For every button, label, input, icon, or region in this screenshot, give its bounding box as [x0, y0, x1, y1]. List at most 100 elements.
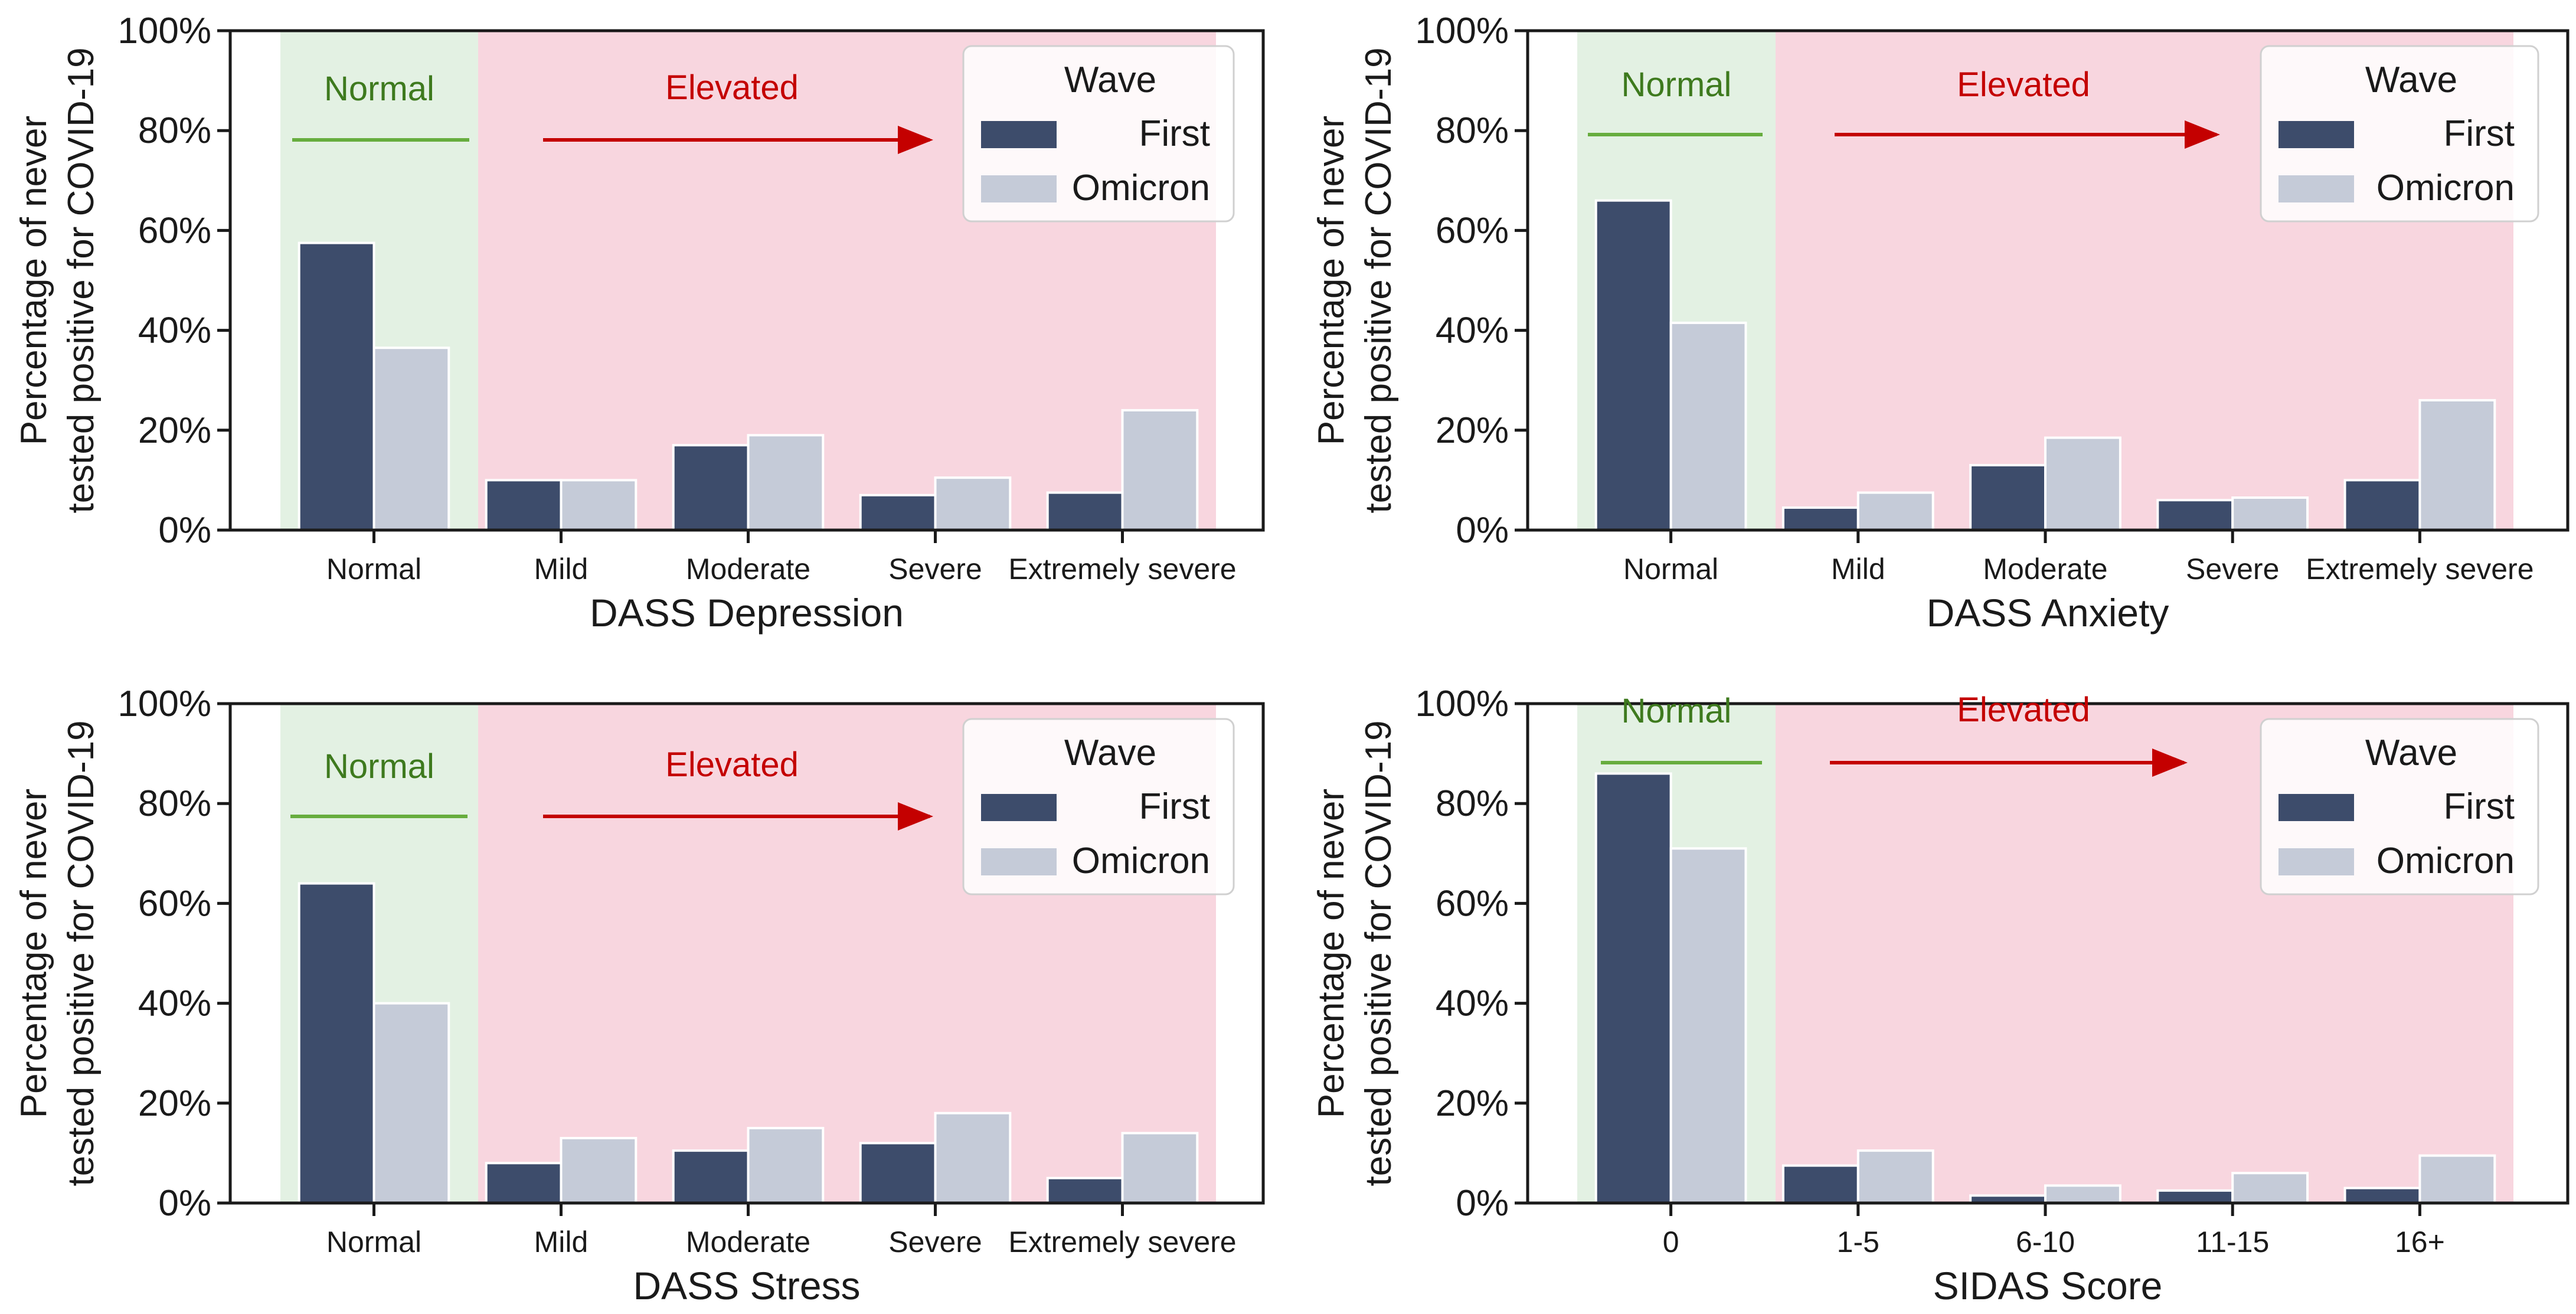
- y-tick-label: 40%: [1436, 310, 1509, 351]
- legend-swatch-first: [981, 121, 1057, 148]
- x-axis-label: DASS Stress: [633, 1264, 860, 1308]
- x-axis-label: DASS Anxiety: [1927, 591, 2169, 635]
- normal-label: Normal: [1622, 692, 1732, 730]
- y-axis-label-line2: tested positive for COVID-19: [61, 47, 102, 513]
- y-tick-label: 20%: [1436, 410, 1509, 451]
- y-tick-label: 100%: [1415, 11, 1509, 51]
- x-tick-label: Mild: [534, 553, 589, 586]
- legend-title: Wave: [1064, 60, 1156, 100]
- y-tick-label: 20%: [1436, 1083, 1509, 1124]
- y-tick-label: 20%: [138, 1083, 211, 1124]
- x-tick-label: Mild: [534, 1225, 589, 1259]
- legend-swatch-first: [2278, 121, 2354, 148]
- bar-first-2: [485, 479, 563, 532]
- y-axis-label-line2: tested positive for COVID-19: [1358, 720, 1399, 1186]
- bar-first-5: [2343, 1186, 2421, 1204]
- plot-frame: [1526, 29, 2570, 532]
- x-tick-label: Normal: [1623, 553, 1718, 586]
- y-axis-label-line1: Percentage of never: [1311, 789, 1352, 1118]
- y-tick-label: 0%: [1456, 510, 1509, 551]
- bar-first-2: [1781, 506, 1859, 531]
- bar-omicron-4: [934, 1112, 1012, 1204]
- y-axis-label-line1: Percentage of never: [14, 116, 54, 445]
- y-tick-label: 100%: [117, 684, 211, 724]
- y-tick-label: 60%: [1436, 883, 1509, 924]
- bar-omicron-1: [1669, 847, 1747, 1204]
- bar-first-5: [2343, 479, 2421, 532]
- y-tick-label: 60%: [138, 883, 211, 924]
- x-tick-label: Extremely severe: [1008, 1225, 1236, 1259]
- elevated-label: Elevated: [1957, 66, 2090, 104]
- bar-omicron-1: [372, 1002, 450, 1204]
- x-tick-label: Extremely severe: [1008, 553, 1236, 586]
- bar-first-4: [2156, 1189, 2234, 1204]
- y-tick-label: 0%: [1456, 1183, 1509, 1224]
- bar-first-3: [672, 1149, 750, 1205]
- bar-first-4: [859, 1142, 937, 1204]
- x-tick-label: 1-5: [1837, 1225, 1879, 1259]
- x-tick-label: 0: [1663, 1225, 1679, 1259]
- x-axis-label: SIDAS Score: [1933, 1264, 2163, 1308]
- bar-omicron-1: [1669, 321, 1747, 531]
- normal-label: Normal: [1622, 66, 1732, 104]
- x-tick-label: Severe: [2186, 553, 2279, 586]
- bar-omicron-5: [2418, 1154, 2496, 1205]
- bar-omicron-4: [934, 476, 1012, 531]
- y-tick-label: 40%: [138, 310, 211, 351]
- chart-panel-2: 0% 20% 40% 60% 80% 100% Normal Mild Moderate Seve…: [1311, 11, 2570, 635]
- legend-label-omicron: Omicron: [2376, 168, 2515, 208]
- bar-first-1: [298, 882, 375, 1205]
- bar-first-1: [298, 241, 375, 531]
- x-axis-label: DASS Depression: [590, 591, 904, 635]
- x-tick-label: 16+: [2395, 1225, 2445, 1259]
- y-tick-label: 60%: [138, 210, 211, 251]
- x-tick-label: Moderate: [686, 553, 810, 586]
- x-tick-label: Normal: [326, 1225, 421, 1259]
- bar-first-2: [1781, 1164, 1859, 1205]
- bar-first-3: [1969, 464, 2047, 532]
- bar-omicron-3: [747, 1127, 825, 1204]
- x-tick-label: Normal: [326, 553, 421, 586]
- elevated-label: Elevated: [665, 746, 799, 784]
- x-tick-label: 6-10: [2016, 1225, 2075, 1259]
- x-tick-label: Mild: [1831, 553, 1885, 586]
- bar-first-1: [1594, 772, 1672, 1204]
- y-axis-label-line2: tested positive for COVID-19: [1358, 47, 1399, 513]
- x-tick-label: Severe: [888, 553, 982, 586]
- bar-omicron-2: [560, 479, 638, 532]
- x-tick-label: 11-15: [2196, 1225, 2269, 1259]
- y-tick-label: 60%: [1436, 210, 1509, 251]
- bar-omicron-2: [1856, 491, 1934, 531]
- legend-label-first: First: [2443, 113, 2515, 154]
- y-axis-label-line1: Percentage of never: [1311, 116, 1352, 445]
- bar-first-5: [1046, 491, 1124, 531]
- bar-omicron-5: [1121, 1132, 1199, 1205]
- bar-omicron-2: [1856, 1149, 1934, 1205]
- y-tick-label: 100%: [1415, 684, 1509, 724]
- bar-first-3: [672, 444, 750, 531]
- y-axis-label-line2: tested positive for COVID-19: [61, 720, 102, 1186]
- legend-label-first: First: [1139, 786, 1210, 827]
- y-tick-label: 0%: [158, 510, 211, 551]
- legend-title: Wave: [2365, 60, 2457, 100]
- bar-omicron-1: [372, 347, 450, 532]
- legend-label-omicron: Omicron: [1072, 841, 1210, 881]
- y-axis-label-line1: Percentage of never: [14, 789, 54, 1118]
- bar-first-2: [485, 1162, 563, 1204]
- chart-panel-1: 0% 20% 40% 60% 80% 100% Normal Mild Moderate Seve…: [14, 11, 1265, 635]
- bar-omicron-3: [2044, 436, 2121, 531]
- legend-label-omicron: Omicron: [2376, 841, 2515, 881]
- y-tick-label: 80%: [138, 783, 211, 824]
- y-tick-label: 80%: [1436, 783, 1509, 824]
- plot-frame: [1526, 702, 2570, 1205]
- bar-omicron-5: [1121, 408, 1199, 532]
- legend-title: Wave: [1064, 733, 1156, 773]
- x-tick-label: Moderate: [1983, 553, 2107, 586]
- bar-omicron-4: [2231, 1172, 2309, 1204]
- y-tick-label: 40%: [138, 983, 211, 1024]
- bar-first-4: [2156, 499, 2234, 531]
- y-tick-label: 0%: [158, 1183, 211, 1224]
- bar-first-4: [859, 493, 937, 532]
- bar-first-1: [1594, 199, 1672, 531]
- legend-label-first: First: [1139, 113, 1210, 154]
